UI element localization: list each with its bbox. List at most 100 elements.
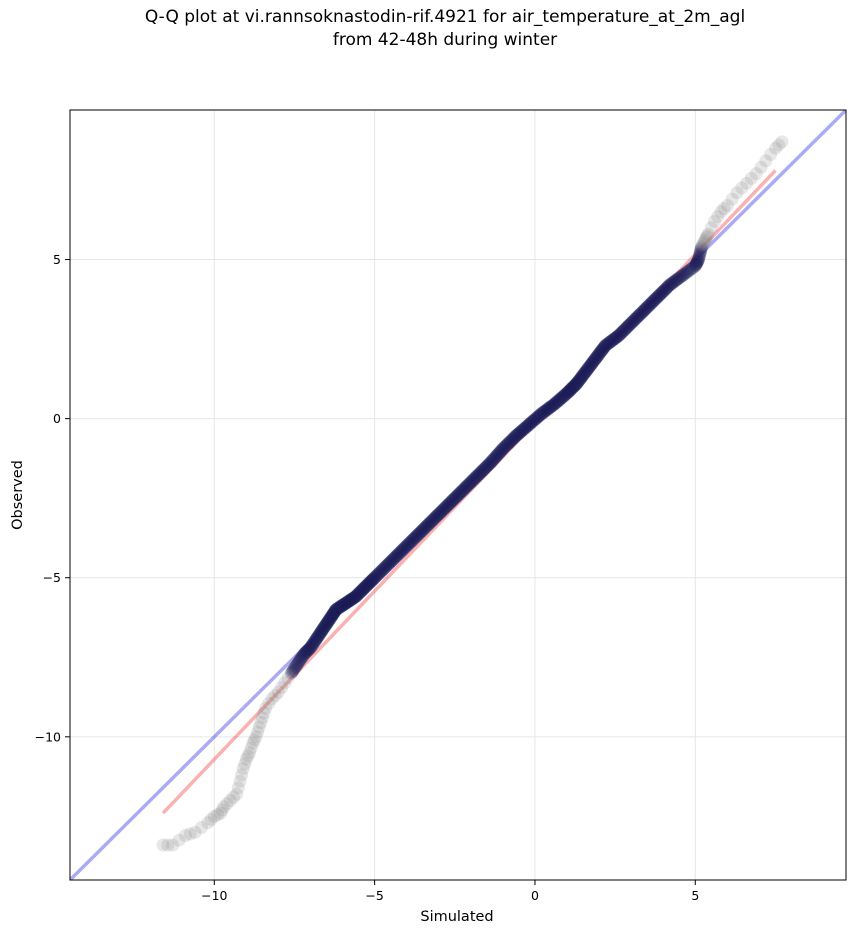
chart-title-line-1: Q-Q plot at vi.rannsoknastodin-rif.4921 … — [144, 7, 746, 27]
data-point — [293, 653, 307, 666]
data-point — [302, 643, 316, 656]
data-point — [744, 171, 758, 185]
data-point — [676, 269, 689, 282]
data-point — [281, 671, 295, 685]
data-point — [239, 752, 253, 766]
data-point — [259, 701, 273, 715]
data-point — [313, 627, 327, 641]
data-point — [318, 619, 332, 633]
data-point — [178, 829, 192, 842]
data-point — [236, 762, 250, 776]
data-point — [324, 611, 338, 625]
data-point — [717, 202, 731, 216]
data-point — [286, 664, 300, 677]
data-point — [214, 806, 228, 820]
data-point — [683, 263, 697, 277]
data-point — [230, 787, 244, 801]
data-point — [708, 214, 721, 228]
data-point — [666, 275, 680, 289]
data-point — [769, 141, 782, 155]
data-point — [694, 242, 708, 256]
data-point — [309, 633, 323, 646]
data-point — [711, 210, 725, 224]
data-point — [700, 229, 714, 243]
data-point — [677, 267, 691, 281]
data-point — [665, 277, 678, 291]
x-axis-label: Simulated — [420, 909, 493, 925]
chart-title: Q-Q plot at vi.rannsoknastodin-rif.4921 … — [0, 6, 854, 52]
data-point — [693, 245, 707, 259]
data-point — [704, 221, 718, 235]
data-point — [238, 757, 252, 771]
data-point — [296, 649, 310, 662]
data-point — [257, 706, 271, 720]
data-point — [204, 813, 218, 826]
data-point — [241, 749, 255, 763]
data-point — [687, 260, 700, 274]
grid — [70, 110, 846, 880]
data-point — [255, 711, 269, 725]
data-point — [695, 240, 709, 254]
data-point — [657, 284, 671, 297]
data-point — [317, 620, 331, 634]
data-point — [688, 259, 702, 273]
points-layer — [156, 135, 789, 852]
y-axis: −10 −5 0 5 — [35, 252, 70, 744]
data-point — [740, 176, 754, 190]
data-point — [691, 254, 705, 268]
data-point — [249, 730, 263, 744]
chart-title-line-2: from 42-48h during winter — [332, 30, 558, 50]
data-point — [207, 809, 221, 823]
data-point — [764, 148, 778, 161]
data-point — [244, 741, 258, 755]
data-point — [697, 236, 710, 250]
data-point — [271, 685, 285, 699]
data-point — [201, 816, 215, 830]
data-point — [306, 637, 320, 651]
data-point — [315, 623, 329, 637]
data-point — [668, 274, 682, 288]
data-point — [301, 644, 315, 657]
data-point — [156, 838, 170, 852]
data-point — [661, 280, 675, 294]
data-point — [231, 781, 245, 795]
data-point — [725, 192, 739, 206]
data-point — [233, 774, 247, 788]
y-tick-label: 0 — [53, 411, 61, 426]
data-point — [319, 618, 333, 631]
data-point — [211, 808, 224, 822]
data-point — [326, 608, 339, 622]
data-point — [322, 614, 336, 627]
data-point — [235, 768, 249, 782]
data-point — [297, 647, 311, 661]
data-point — [670, 273, 684, 286]
data-point — [759, 154, 773, 168]
data-point — [246, 736, 260, 750]
data-point — [217, 800, 231, 814]
data-point — [325, 609, 339, 623]
data-point — [299, 645, 313, 659]
data-point — [659, 282, 673, 296]
data-point — [754, 160, 768, 174]
data-point — [292, 655, 306, 669]
data-point — [289, 659, 303, 673]
data-point — [672, 271, 686, 285]
data-point — [284, 666, 298, 680]
data-point — [323, 612, 337, 626]
data-point — [772, 138, 786, 152]
data-point — [701, 227, 715, 241]
data-point — [195, 821, 208, 834]
data-point — [291, 657, 305, 671]
data-point — [730, 186, 744, 200]
data-point — [298, 646, 312, 660]
data-point — [268, 689, 282, 702]
data-point — [254, 716, 268, 729]
data-point — [674, 270, 688, 284]
plot-frame — [69, 109, 847, 881]
data-point — [305, 638, 319, 652]
data-point — [307, 635, 321, 649]
data-point — [311, 630, 325, 644]
data-point — [685, 262, 699, 276]
data-point — [243, 746, 257, 760]
data-point — [679, 266, 693, 280]
